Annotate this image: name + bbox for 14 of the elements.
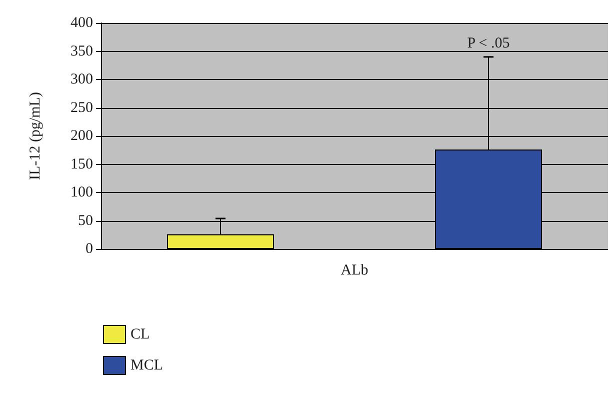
y-tick-label: 250	[70, 100, 93, 116]
y-tick-label: 100	[70, 184, 93, 200]
legend-label: CL	[130, 326, 150, 342]
x-tick-label: ALb	[340, 262, 368, 278]
y-tick-label: 0	[86, 241, 93, 257]
y-tick-label: 200	[70, 128, 93, 144]
y-axis-title: IL-12 (pg/mL)	[28, 92, 44, 180]
y-tick-label: 300	[70, 72, 93, 88]
annotation: P < .05	[467, 35, 510, 52]
legend-label: MCL	[130, 358, 164, 374]
y-tick-label: 50	[78, 212, 93, 229]
y-tick-label: 150	[70, 156, 93, 172]
y-tick-label: 350	[70, 43, 93, 60]
y-tick-label: 400	[70, 15, 93, 31]
